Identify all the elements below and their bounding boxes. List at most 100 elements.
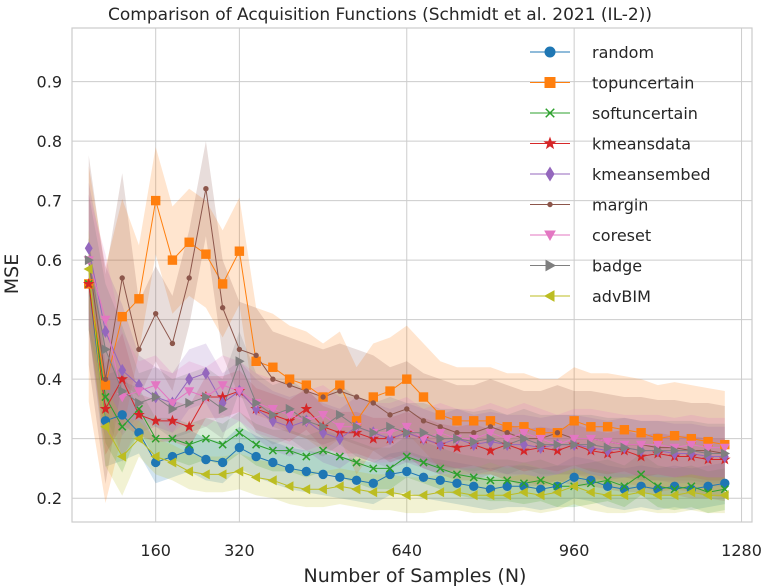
point-softuncertain	[352, 458, 361, 467]
point-random	[335, 472, 345, 483]
point-coreset	[401, 422, 412, 433]
point-advBIM	[535, 490, 545, 501]
point-softuncertain	[369, 464, 378, 473]
point-badge	[402, 427, 412, 438]
point-kmeansdata	[82, 277, 95, 289]
point-badge	[218, 403, 228, 414]
point-margin	[219, 305, 226, 311]
point-softuncertain	[285, 446, 294, 455]
point-random	[418, 472, 429, 483]
point-softuncertain	[218, 440, 227, 449]
y-tick-label: 0.5	[37, 311, 62, 330]
point-kmeansembed	[201, 366, 210, 380]
point-random	[569, 472, 579, 483]
point-advBIM	[83, 263, 93, 275]
x-tick-label: 320	[224, 541, 255, 560]
legend-item-topuncertain: topuncertain	[530, 74, 694, 93]
point-badge	[536, 439, 546, 450]
point-margin	[303, 388, 310, 394]
point-coreset	[150, 381, 161, 391]
point-coreset	[602, 437, 613, 447]
point-softuncertain	[318, 446, 328, 455]
point-badge	[269, 409, 279, 420]
point-coreset	[485, 428, 496, 438]
point-softuncertain	[235, 428, 244, 437]
point-random	[385, 469, 395, 480]
point-margin	[270, 376, 276, 382]
point-kmeansdata	[149, 414, 162, 426]
x-axis-ticks: 160 320 640 960 1280	[140, 541, 761, 560]
point-margin	[236, 346, 243, 353]
point-random	[234, 442, 245, 453]
band-margin	[88, 141, 725, 502]
point-badge	[469, 436, 479, 447]
point-badge	[453, 433, 463, 444]
y-axis-label: MSE	[1, 254, 23, 294]
point-topuncertain	[234, 246, 245, 256]
point-margin	[420, 418, 427, 424]
point-kmeansdata	[166, 414, 179, 426]
legend-marker	[547, 201, 553, 208]
point-kmeansembed	[285, 420, 294, 434]
x-axis-label: Number of Samples (N)	[304, 565, 527, 587]
point-coreset	[518, 428, 529, 438]
point-topuncertain	[469, 416, 479, 426]
point-random	[368, 478, 378, 489]
point-softuncertain	[452, 470, 462, 479]
point-badge	[118, 386, 128, 397]
point-margin	[186, 275, 192, 281]
point-softuncertain	[151, 434, 160, 443]
band-kmeansembed	[88, 182, 725, 487]
band-coreset	[88, 194, 725, 478]
point-advBIM	[501, 490, 512, 501]
legend-item-kmeansdata: kmeansdata	[530, 135, 691, 154]
point-badge	[503, 439, 513, 450]
point-topuncertain	[150, 195, 161, 206]
point-advBIM	[167, 457, 177, 468]
point-badge	[687, 445, 697, 456]
point-advBIM	[368, 487, 378, 498]
point-topuncertain	[435, 410, 445, 420]
point-random	[502, 481, 512, 491]
legend-label: coreset	[592, 226, 651, 245]
point-softuncertain	[586, 479, 595, 488]
point-badge	[653, 445, 664, 456]
point-topuncertain	[134, 294, 144, 304]
point-badge	[553, 439, 563, 450]
point-badge	[486, 433, 496, 444]
y-tick-label: 0.6	[37, 251, 62, 270]
point-random	[284, 463, 295, 474]
legend-marker	[544, 77, 556, 88]
point-advBIM	[250, 472, 260, 483]
point-badge	[620, 442, 630, 453]
band-advBIM	[88, 229, 725, 514]
point-advBIM	[635, 487, 645, 498]
legend-label: softuncertain	[592, 104, 698, 123]
legend-marker	[543, 290, 555, 302]
band-badge	[88, 194, 725, 484]
point-random	[586, 475, 596, 486]
point-badge	[202, 391, 212, 403]
point-margin	[554, 430, 561, 436]
point-kmeansdata	[116, 373, 129, 385]
confidence-bands	[88, 141, 725, 514]
point-topuncertain	[251, 356, 261, 367]
point-topuncertain	[201, 249, 211, 259]
point-advBIM	[468, 490, 478, 501]
point-random	[217, 457, 228, 468]
point-badge	[386, 421, 396, 432]
point-advBIM	[518, 487, 528, 498]
point-random	[602, 481, 613, 491]
legend-label: topuncertain	[592, 74, 694, 93]
point-advBIM	[234, 466, 244, 477]
point-advBIM	[284, 481, 294, 492]
point-advBIM	[217, 469, 227, 480]
point-badge	[704, 448, 714, 459]
point-margin	[136, 346, 142, 353]
point-margin	[253, 352, 259, 359]
point-margin	[387, 412, 393, 418]
legend-marker	[545, 259, 557, 272]
point-coreset	[167, 399, 178, 409]
point-kmeansembed	[185, 372, 194, 386]
